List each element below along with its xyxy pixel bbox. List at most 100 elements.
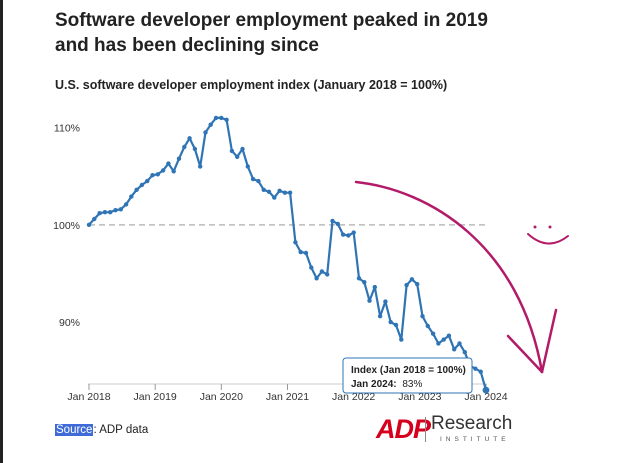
data-point	[86, 222, 92, 227]
data-point	[108, 210, 113, 215]
data-point	[102, 210, 108, 215]
data-point	[97, 211, 102, 216]
series-line	[88, 116, 488, 391]
data-point	[166, 161, 171, 166]
data-point	[256, 178, 261, 184]
annotation-arrow	[354, 180, 569, 374]
frame-edge	[0, 0, 3, 463]
tooltip-value-line: Jan 2024: 83%	[351, 379, 422, 390]
data-point	[473, 366, 478, 371]
data-point	[160, 168, 166, 173]
data-point	[261, 187, 266, 192]
arrow-shaft	[354, 180, 544, 374]
data-point	[330, 218, 335, 224]
data-point	[325, 272, 330, 277]
data-point	[457, 341, 462, 346]
data-point	[314, 276, 319, 281]
x-tick-label: Jan 2020	[200, 391, 243, 403]
data-point	[351, 230, 356, 235]
logo-brand: Research	[431, 413, 513, 434]
data-point-highlight	[482, 386, 490, 394]
tooltip-value: 83%	[402, 379, 422, 390]
data-point	[372, 284, 377, 290]
data-point	[367, 298, 372, 303]
data-point	[250, 176, 256, 182]
data-point	[303, 250, 309, 256]
data-point	[452, 347, 457, 352]
x-tick-label: Jan 2021	[266, 391, 309, 403]
source-note: Source: ADP data	[55, 424, 148, 436]
source-text: : ADP data	[93, 424, 149, 436]
y-axis: 90% 100% 110%	[53, 123, 80, 329]
data-point	[383, 299, 388, 304]
data-point	[198, 164, 203, 169]
logo-divider	[425, 417, 426, 442]
data-point	[462, 350, 467, 355]
data-point	[430, 331, 436, 336]
arrow-head-left	[506, 334, 544, 374]
data-point	[176, 156, 182, 161]
data-point	[287, 190, 293, 195]
data-point	[478, 369, 483, 374]
data-point	[245, 164, 250, 169]
data-point	[404, 282, 409, 288]
adp-logo-mark: ADP	[376, 414, 431, 444]
source-label: Source	[55, 424, 94, 436]
data-point	[150, 173, 155, 178]
smiley-eye-right	[548, 225, 552, 229]
data-point	[399, 337, 404, 342]
x-tick-label: Jan 2018	[67, 391, 110, 403]
data-point	[139, 182, 145, 188]
data-point	[203, 130, 208, 135]
tooltip-header: Index (Jan 2018 = 100%)	[351, 365, 466, 376]
chart-subtitle: U.S. software developer employment index…	[55, 78, 448, 92]
x-tick-label: Jan 2024	[464, 391, 507, 403]
data-point	[229, 148, 235, 154]
data-point	[266, 189, 272, 194]
data-point	[298, 249, 303, 255]
data-point	[436, 341, 441, 346]
data-point	[420, 314, 425, 319]
data-point	[362, 280, 367, 285]
data-point	[208, 122, 213, 127]
y-tick-label: 100%	[53, 220, 80, 232]
data-point	[187, 136, 192, 141]
data-point	[293, 240, 298, 245]
data-point	[134, 187, 139, 192]
data-point	[182, 144, 187, 150]
data-point	[282, 190, 288, 195]
x-tick-label: Jan 2019	[134, 391, 177, 403]
data-point	[393, 322, 399, 328]
data-point	[388, 319, 393, 325]
y-tick-label: 90%	[59, 317, 80, 329]
data-point	[192, 146, 198, 152]
data-point	[409, 277, 415, 282]
data-point	[309, 265, 314, 270]
chart-title: Software developer employment peaked in …	[55, 10, 488, 56]
data-point	[272, 195, 277, 200]
data-point	[224, 117, 229, 123]
data-point	[415, 281, 420, 287]
data-point	[441, 337, 446, 342]
data-point	[235, 154, 240, 159]
data-point	[129, 194, 134, 199]
data-point	[240, 146, 245, 152]
data-point	[340, 232, 346, 237]
employment-line-chart: 90% 100% 110% Jan 2018 Jan 2019 Jan 2020 Jan …	[53, 115, 569, 403]
smiley-mouth	[527, 233, 569, 245]
data-point	[145, 178, 150, 184]
y-tick-label: 110%	[54, 123, 80, 135]
data-point	[213, 115, 219, 121]
x-tick-label: Jan 2022	[332, 391, 375, 403]
data-point	[92, 216, 97, 222]
data-point	[113, 208, 118, 213]
data-point	[335, 221, 340, 227]
tooltip-date: Jan 2024:	[351, 379, 397, 390]
data-point	[277, 188, 282, 193]
data-point	[377, 314, 383, 319]
data-tooltip: Index (Jan 2018 = 100%) Jan 2024: 83%	[342, 357, 473, 394]
data-point	[356, 276, 362, 281]
tooltip-box	[342, 357, 473, 394]
data-points	[86, 115, 490, 394]
x-tick-label: Jan 2023	[398, 391, 441, 403]
